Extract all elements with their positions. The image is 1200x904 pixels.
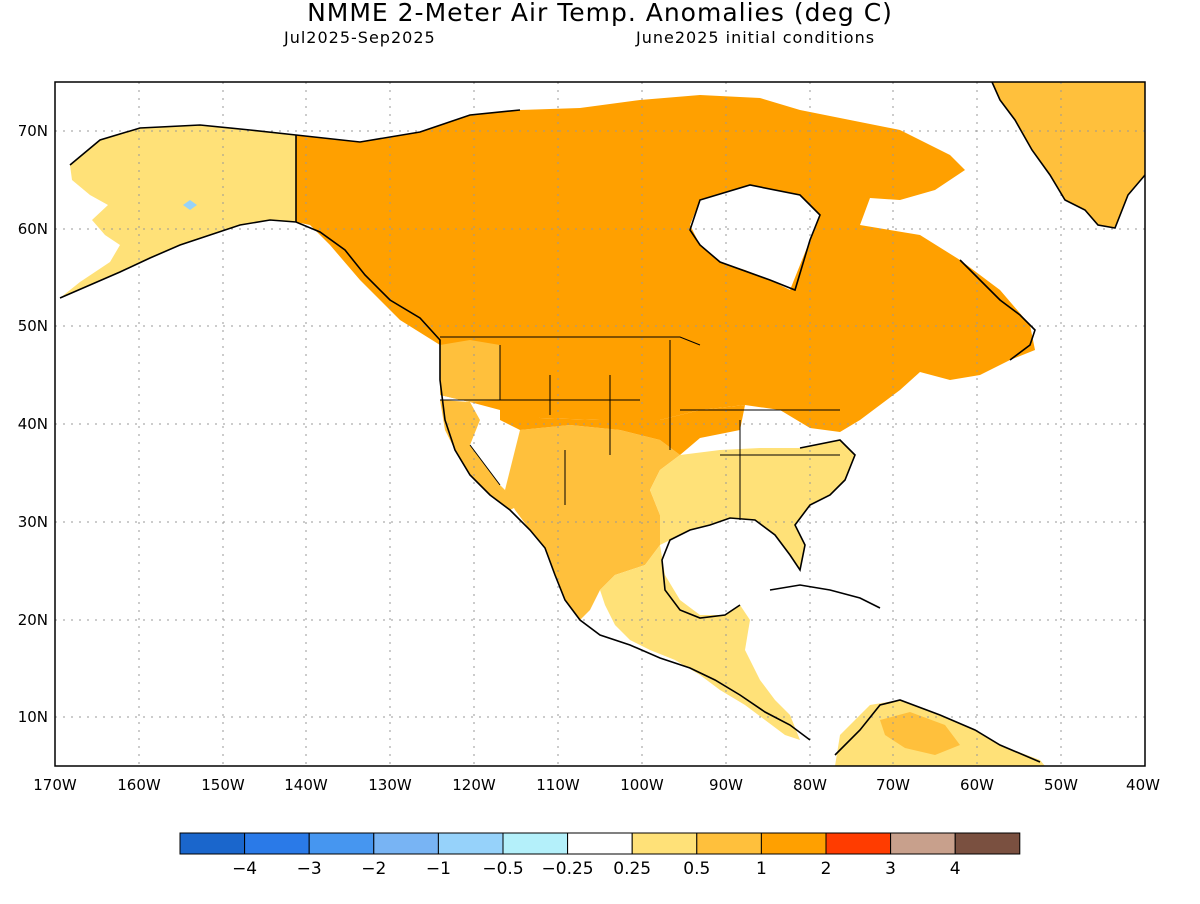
map-frame	[54, 81, 1146, 767]
lon-tick-140w: 140W	[284, 776, 328, 794]
lon-tick-130w: 130W	[368, 776, 412, 794]
lat-tick-10n: 10N	[18, 708, 48, 726]
colorbar-label: −2	[361, 859, 386, 879]
lon-gridlines	[138, 82, 1062, 766]
western-us-region	[440, 340, 500, 402]
colorbar-swatch	[179, 832, 246, 855]
colorbar-swatch	[244, 832, 310, 855]
colorbar-label: −0.5	[482, 859, 523, 879]
lon-tick-80w: 80W	[793, 776, 827, 794]
lon-tick-labels: 170W 160W 150W 140W 130W 120W 110W 100W …	[33, 776, 1160, 794]
colorbar-label: 0.25	[613, 859, 651, 879]
colorbar: −4 −3 −2 −1 −0.5 −0.25 0.25 0.5 1 2 3 4	[179, 832, 1021, 879]
alaska-cool-spot	[183, 200, 197, 210]
colorbar-swatch	[825, 832, 892, 855]
greenland-region	[992, 82, 1145, 228]
lat-tick-20n: 20N	[18, 611, 48, 629]
lon-tick-170w: 170W	[33, 776, 77, 794]
lon-tick-60w: 60W	[960, 776, 994, 794]
lon-tick-150w: 150W	[201, 776, 245, 794]
colorbar-label: −1	[426, 859, 451, 879]
lat-tick-50n: 50N	[18, 317, 48, 335]
colorbar-swatch	[567, 832, 633, 855]
lon-tick-40w: 40W	[1126, 776, 1160, 794]
colorbar-swatch	[631, 832, 698, 855]
colorbar-label: −0.25	[542, 859, 594, 879]
colorbar-label: 2	[821, 859, 832, 879]
colorbar-label: 4	[950, 859, 961, 879]
colorbar-swatch	[890, 832, 956, 855]
lon-tick-100w: 100W	[620, 776, 664, 794]
map-field	[55, 82, 1145, 766]
us-state-borders	[440, 336, 840, 520]
hudson-bay	[690, 185, 820, 290]
initial-conditions-label: June2025 initial conditions	[636, 28, 876, 47]
colorbar-swatch	[308, 832, 375, 855]
lon-tick-110w: 110W	[536, 776, 580, 794]
lon-tick-160w: 160W	[117, 776, 161, 794]
lon-tick-90w: 90W	[709, 776, 743, 794]
southeast-us-region	[650, 440, 855, 570]
colorbar-label: 1	[756, 859, 767, 879]
canada-region	[296, 95, 1035, 432]
central-us-region	[500, 400, 745, 455]
lat-tick-40n: 40N	[18, 415, 48, 433]
lat-tick-60n: 60N	[18, 220, 48, 238]
alaska-region	[60, 125, 296, 298]
colorbar-label: −4	[232, 859, 257, 879]
lat-tick-70n: 70N	[18, 122, 48, 140]
colorbar-swatch	[760, 832, 827, 855]
colorbar-label: −3	[297, 859, 322, 879]
colorbar-swatch	[373, 832, 439, 855]
south-america-warm	[880, 712, 960, 755]
coastlines	[59, 82, 1145, 763]
lat-tick-30n: 30N	[18, 513, 48, 531]
colorbar-label: 3	[885, 859, 896, 879]
mexico-south-region	[600, 545, 800, 740]
colorbar-label: 0.5	[683, 859, 710, 879]
lon-tick-50w: 50W	[1044, 776, 1078, 794]
colorbar-swatch	[954, 832, 1021, 855]
lon-tick-70w: 70W	[876, 776, 910, 794]
lat-tick-labels: 10N 20N 30N 40N 50N 60N 70N	[18, 122, 48, 726]
lat-gridlines	[55, 130, 1145, 718]
california-region	[440, 400, 520, 510]
colorbar-swatch	[696, 832, 762, 855]
colorbar-swatch	[502, 832, 569, 855]
map-title: NMME 2-Meter Air Temp. Anomalies (deg C)	[307, 0, 893, 27]
lon-tick-120w: 120W	[452, 776, 496, 794]
colorbar-swatch	[437, 832, 504, 855]
season-label: Jul2025-Sep2025	[284, 28, 436, 47]
